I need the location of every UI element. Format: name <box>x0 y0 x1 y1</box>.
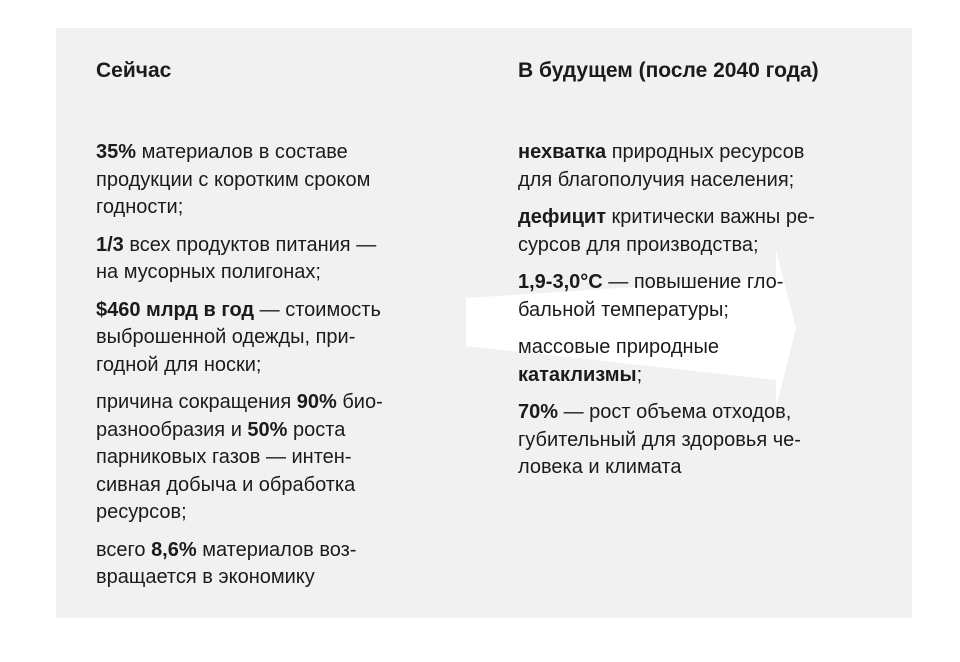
highlight-text: катаклизмы <box>518 363 637 386</box>
text-line: парниковых газов — интен- <box>96 444 456 472</box>
body-text: критически важны ре- <box>606 206 815 228</box>
text-line: $460 млрд в год — стоимость <box>96 297 456 325</box>
highlight-text: 70% <box>518 401 559 423</box>
column-now-heading: Сейчас <box>96 59 172 82</box>
list-item: всего 8,6% материалов воз-вращается в эк… <box>96 537 456 592</box>
text-line: 70% — рост объема отходов, <box>518 399 888 427</box>
list-item: 35% материалов в составе продукции с коро… <box>96 139 456 222</box>
text-line: катаклизмы; <box>518 362 888 390</box>
text-line: бальной температуры; <box>518 297 888 325</box>
highlight-text: 50% <box>247 418 288 441</box>
list-item: массовые природные катаклизмы; <box>518 334 888 389</box>
body-text: годной для носки; <box>96 353 262 376</box>
body-text: роста <box>287 418 346 441</box>
text-line: всего 8,6% материалов воз- <box>96 537 456 565</box>
body-text: ; <box>636 363 643 386</box>
text-line: ресурсов; <box>96 499 456 527</box>
highlight-text: $460 млрд в год <box>96 298 255 321</box>
body-text: всего <box>96 538 152 561</box>
list-item: $460 млрд в год — стоимость выброшенной о… <box>96 297 456 380</box>
list-item: 1,9-3,0°С — повышение гло-бальной темпер… <box>518 269 888 324</box>
column-now: Сейчас 35% материалов в составе продукции… <box>96 58 456 602</box>
text-line: разнообразия и 50% роста <box>96 417 456 445</box>
text-line: сурсов для производства; <box>518 232 888 260</box>
text-line: массовые природные <box>518 334 888 362</box>
body-text: — стоимость <box>254 298 381 321</box>
text-line: на мусорных полигонах; <box>96 259 456 287</box>
body-text: губительный для здоровья че- <box>518 428 801 451</box>
column-future-heading: В будущем (после 2040 года) <box>518 59 819 82</box>
body-text: для благополучия населения; <box>518 168 795 191</box>
text-line: дефицит критически важны ре- <box>518 204 888 232</box>
highlight-text: 90% <box>296 391 337 413</box>
list-item: 1/3 всех продуктов питания — на мусорных … <box>96 232 456 287</box>
list-item: причина сокращения 90% био-разнообразия … <box>96 389 456 527</box>
text-line: нехватка природных ресурсов <box>518 139 888 167</box>
text-line: ловека и климата <box>518 454 888 482</box>
highlight-text: 1,9-3,0°С <box>518 271 603 293</box>
body-text: массовые природные <box>518 336 720 358</box>
body-text: выброшенной одежды, при- <box>96 326 356 348</box>
body-text: бальной температуры; <box>518 298 729 321</box>
text-line: для благополучия населения; <box>518 167 888 195</box>
body-text: разнообразия и <box>96 418 248 441</box>
arrow-right-icon <box>466 250 796 408</box>
list-item: дефицит критически важны ре-сурсов для п… <box>518 204 888 259</box>
text-line: вращается в экономику <box>96 564 456 592</box>
body-text: продукции с коротким сроком <box>96 168 371 191</box>
highlight-text: 1/3 <box>96 233 124 256</box>
body-text: природных ресурсов <box>606 141 805 163</box>
body-text: — повышение гло- <box>602 271 784 293</box>
body-text: на мусорных полигонах; <box>96 261 321 283</box>
text-line: причина сокращения 90% био- <box>96 389 456 417</box>
body-text: сивная добыча и обработка <box>96 473 356 496</box>
body-text: материалов воз- <box>196 538 357 561</box>
body-text: — рост объема отходов, <box>558 401 792 423</box>
text-line: губительный для здоровья че- <box>518 427 888 455</box>
highlight-text: 8,6% <box>151 538 197 561</box>
highlight-text: 35% <box>96 141 137 163</box>
text-line: годности; <box>96 194 456 222</box>
column-future: В будущем (после 2040 года) нехватка при… <box>518 58 888 492</box>
body-text: парниковых газов — интен- <box>96 446 352 468</box>
text-line: 1/3 всех продуктов питания — <box>96 232 456 260</box>
text-line: продукции с коротким сроком <box>96 167 456 195</box>
column-future-list: нехватка природных ресурсов для благополу… <box>518 139 888 482</box>
body-text: сурсов для производства; <box>518 233 759 256</box>
body-text: всех продуктов питания — <box>123 233 377 256</box>
highlight-text: нехватка <box>518 141 607 163</box>
list-item: нехватка природных ресурсов для благополу… <box>518 139 888 194</box>
text-line: сивная добыча и обработка <box>96 472 456 500</box>
text-line: выброшенной одежды, при- <box>96 324 456 352</box>
text-line: 1,9-3,0°С — повышение гло- <box>518 269 888 297</box>
list-item: 70% — рост объема отходов, губительный дл… <box>518 399 888 482</box>
text-line: 35% материалов в составе <box>96 139 456 167</box>
body-text: вращается в экономику <box>96 566 315 588</box>
body-text: био- <box>336 391 383 413</box>
comparison-card: Сейчас 35% материалов в составе продукции… <box>56 28 912 618</box>
text-line: годной для носки; <box>96 352 456 380</box>
column-now-list: 35% материалов в составе продукции с коро… <box>96 139 456 592</box>
highlight-text: дефицит <box>518 206 606 228</box>
body-text: материалов в составе <box>136 141 348 163</box>
body-text: годности; <box>96 196 184 218</box>
body-text: ловека и климата <box>518 456 682 478</box>
body-text: ресурсов; <box>96 501 187 523</box>
body-text: причина сокращения <box>96 391 297 413</box>
